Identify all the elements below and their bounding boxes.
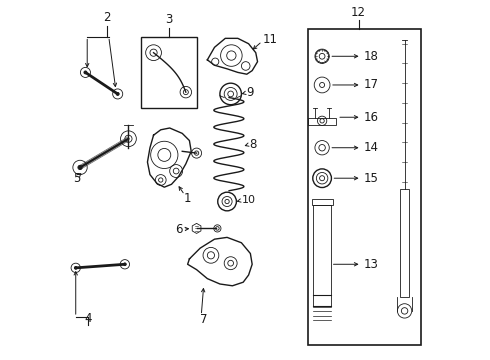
Text: 16: 16 bbox=[364, 111, 378, 124]
Bar bbox=[314, 205, 331, 306]
Bar bbox=[400, 189, 409, 297]
Text: 17: 17 bbox=[364, 78, 378, 91]
Text: 3: 3 bbox=[165, 13, 172, 26]
Bar bbox=[141, 37, 196, 108]
Text: 14: 14 bbox=[364, 141, 378, 154]
Text: 11: 11 bbox=[262, 33, 277, 46]
Text: 5: 5 bbox=[74, 172, 81, 185]
Circle shape bbox=[116, 93, 119, 95]
Circle shape bbox=[74, 266, 77, 269]
Bar bbox=[312, 199, 333, 205]
Text: 8: 8 bbox=[249, 138, 257, 150]
Bar bbox=[308, 30, 421, 345]
Text: 15: 15 bbox=[364, 172, 378, 185]
Circle shape bbox=[84, 71, 87, 74]
Text: 4: 4 bbox=[84, 312, 92, 325]
Text: 6: 6 bbox=[175, 223, 183, 236]
Text: 7: 7 bbox=[200, 313, 208, 327]
Text: 13: 13 bbox=[364, 258, 378, 271]
Circle shape bbox=[123, 263, 126, 266]
Text: 1: 1 bbox=[184, 192, 192, 205]
Text: 12: 12 bbox=[351, 6, 366, 19]
Text: 18: 18 bbox=[364, 50, 378, 63]
Bar bbox=[308, 118, 337, 125]
Text: 9: 9 bbox=[246, 86, 254, 99]
Text: 10: 10 bbox=[242, 195, 255, 206]
Circle shape bbox=[78, 165, 82, 170]
Text: 2: 2 bbox=[103, 11, 111, 24]
